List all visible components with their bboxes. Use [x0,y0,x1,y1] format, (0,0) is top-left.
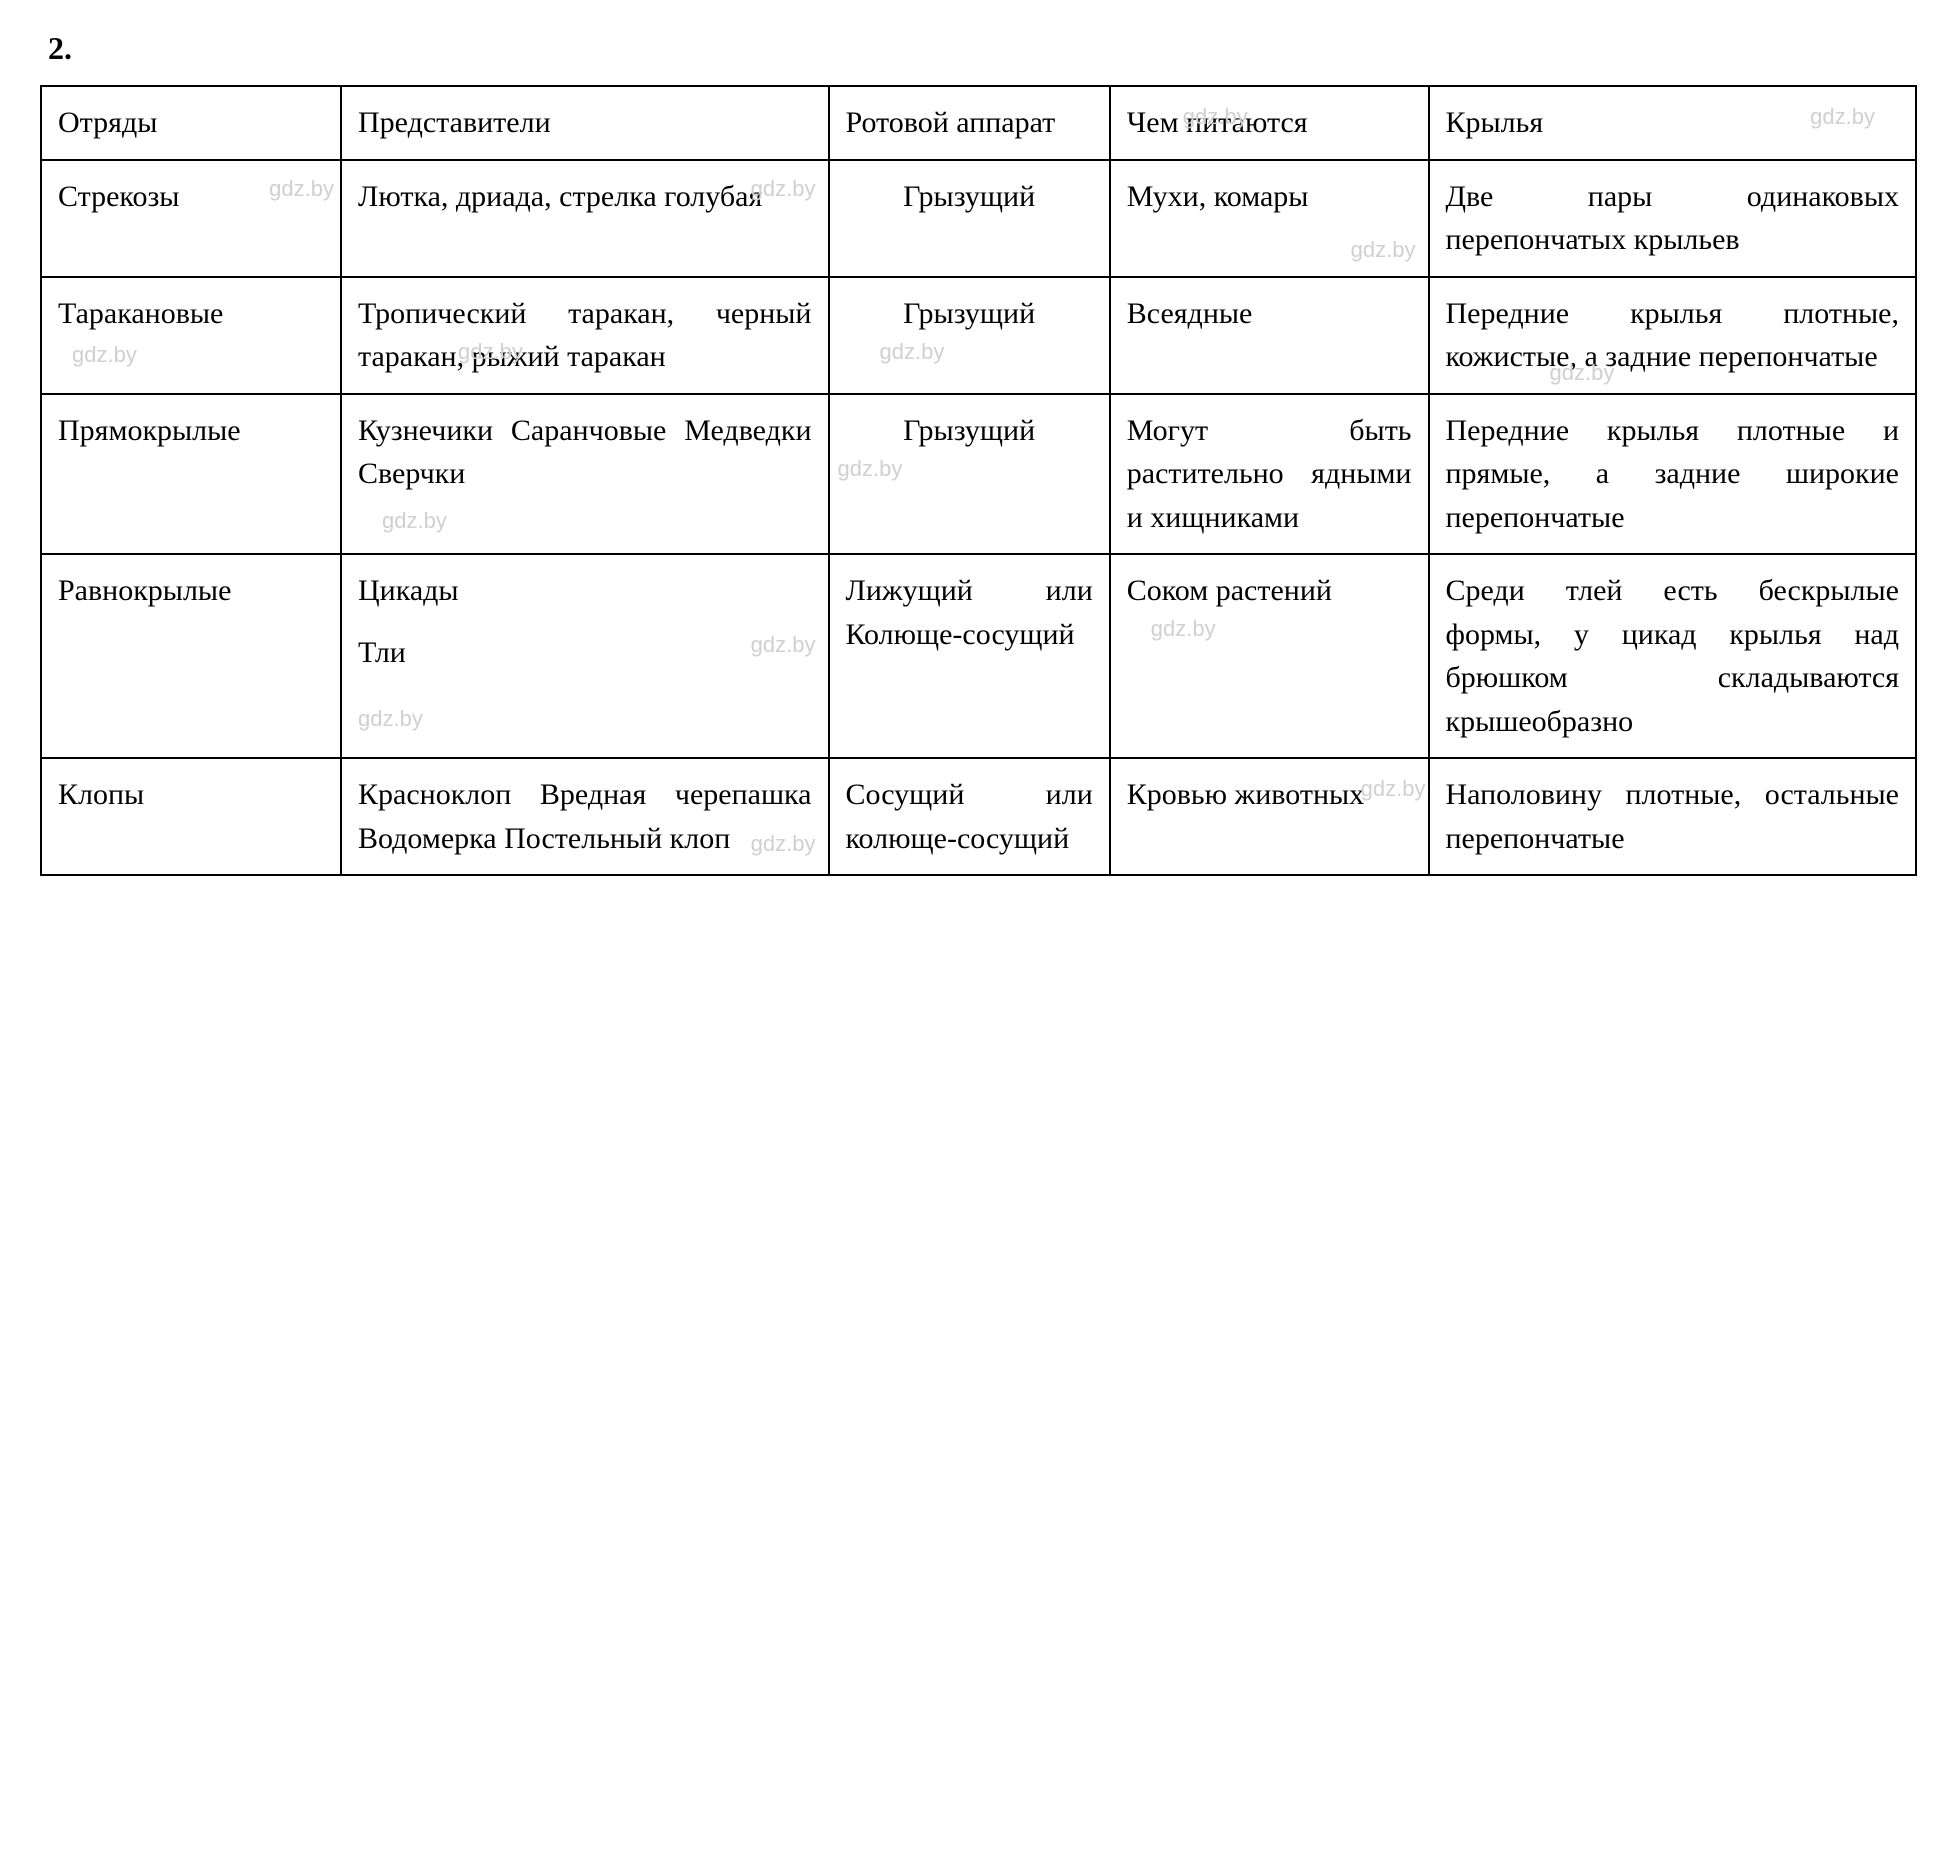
col-header-orders: Отряды [41,86,341,160]
cell-wings: Передние крылья плотные, кожистые, а зад… [1429,277,1917,394]
cell-order: Стрекозы gdz.by [41,160,341,277]
watermark: gdz.by [1151,613,1216,645]
watermark: gdz.by [1351,234,1416,266]
insect-orders-table: Отряды Представители Ротовой аппарат Чем… [40,85,1917,876]
table-header-row: Отряды Представители Ротовой аппарат Чем… [41,86,1916,160]
watermark: gdz.by [1810,101,1875,133]
cell-wings: Передние крылья плотные и прямые, а задн… [1429,394,1917,555]
cell-reps: Цикады Тли gdz.by gdz.by [341,554,829,758]
cell-reps: Красноклоп Вредная черепашка Водомерка П… [341,758,829,875]
watermark: gdz.by [382,505,447,537]
cell-order: Клопы [41,758,341,875]
cell-order: Таракановые gdz.by [41,277,341,394]
col-header-reps: Представители [341,86,829,160]
cell-mouth: Грызущий [829,160,1110,277]
watermark: gdz.by [838,453,903,485]
cell-order: Прямокрылые [41,394,341,555]
cell-order: Равнокрылые [41,554,341,758]
watermark: gdz.by [880,336,945,368]
cell-food: Кровью животных gdz.by [1110,758,1429,875]
col-header-wings: Крылья gdz.by [1429,86,1917,160]
cell-reps: Кузнечики Саранчовые Медведки Сверчки gd… [341,394,829,555]
cell-mouth: Грызущий gdz.by [829,394,1110,555]
cell-food: Мухи, комары gdz.by [1110,160,1429,277]
cell-mouth: Лижущий или Колюще-сосущий [829,554,1110,758]
cell-mouth: Грызущий gdz.by [829,277,1110,394]
table-row: Прямокрылые Кузнечики Саранчовые Медведк… [41,394,1916,555]
col-header-mouth: Ротовой аппарат [829,86,1110,160]
cell-wings: Среди тлей есть бескрылые формы, у цикад… [1429,554,1917,758]
cell-mouth: Сосущий или колюще-сосущий [829,758,1110,875]
watermark: gdz.by [1361,773,1426,805]
cell-food: Могут быть растительно ядными и хищникам… [1110,394,1429,555]
cell-wings: Наполовину плотные, остальные перепончат… [1429,758,1917,875]
table-row: Таракановые gdz.by Тропический таракан, … [41,277,1916,394]
watermark: gdz.by [269,173,334,205]
table-row: Стрекозы gdz.by Лютка, дриада, стрелка г… [41,160,1916,277]
watermark: gdz.by [358,703,423,735]
cell-reps: Тропический таракан, черный таракан, рыж… [341,277,829,394]
exercise-number: 2. [40,30,1917,67]
cell-food: Соком растений gdz.by [1110,554,1429,758]
cell-wings: Две пары одинаковых перепончатых крыльев [1429,160,1917,277]
cell-food: Всеядные [1110,277,1429,394]
watermark: gdz.by [751,828,816,860]
cell-reps: Лютка, дриада, стрелка голубая gdz.by [341,160,829,277]
table-row: Клопы Красноклоп Вредная черепашка Водом… [41,758,1916,875]
col-header-food: Чем питаются gdz.by [1110,86,1429,160]
table-row: Равнокрылые Цикады Тли gdz.by gdz.by Лиж… [41,554,1916,758]
watermark: gdz.by [72,339,137,371]
